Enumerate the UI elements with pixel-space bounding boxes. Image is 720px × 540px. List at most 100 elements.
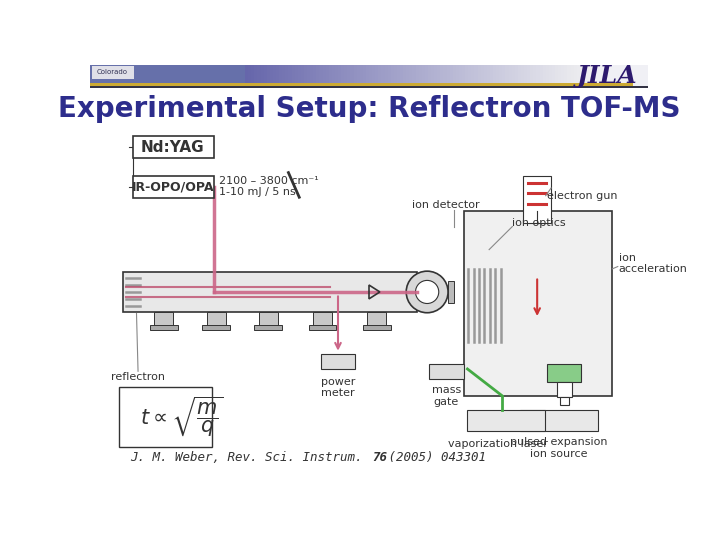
Bar bbox=[329, 65, 332, 86]
Bar bbox=[464, 211, 612, 396]
Bar bbox=[245, 65, 248, 86]
Bar bbox=[521, 65, 524, 86]
Bar bbox=[313, 65, 316, 86]
Bar bbox=[564, 65, 567, 86]
Bar bbox=[474, 65, 477, 86]
Text: vaporization laser: vaporization laser bbox=[449, 439, 549, 449]
Text: Nd:YAG: Nd:YAG bbox=[141, 140, 204, 154]
Bar bbox=[375, 65, 378, 86]
Bar bbox=[266, 65, 270, 86]
Bar bbox=[90, 83, 632, 86]
Bar bbox=[437, 65, 441, 86]
Bar bbox=[90, 86, 648, 88]
Bar bbox=[279, 65, 282, 86]
Bar bbox=[369, 65, 372, 86]
Bar bbox=[400, 65, 403, 86]
Bar bbox=[456, 65, 459, 86]
Bar bbox=[309, 325, 336, 330]
Bar bbox=[561, 65, 564, 86]
Bar bbox=[254, 325, 282, 330]
Bar bbox=[276, 65, 279, 86]
Bar bbox=[583, 65, 586, 86]
Bar bbox=[518, 65, 521, 86]
Bar bbox=[477, 65, 481, 86]
Bar bbox=[586, 65, 589, 86]
Bar bbox=[254, 65, 258, 86]
Circle shape bbox=[406, 271, 448, 313]
Bar bbox=[132, 137, 214, 158]
Bar bbox=[297, 65, 301, 86]
Bar bbox=[444, 65, 446, 86]
Bar bbox=[593, 65, 595, 86]
Bar bbox=[524, 65, 527, 86]
Bar bbox=[558, 65, 561, 86]
Bar bbox=[549, 65, 552, 86]
Bar bbox=[202, 325, 230, 330]
Bar bbox=[481, 65, 484, 86]
Bar bbox=[589, 65, 593, 86]
Text: IR-OPO/OPA: IR-OPO/OPA bbox=[132, 181, 214, 194]
Bar bbox=[520, 410, 598, 431]
Text: power
meter: power meter bbox=[321, 377, 355, 399]
Bar bbox=[503, 65, 505, 86]
Bar bbox=[429, 363, 464, 379]
Bar bbox=[570, 65, 574, 86]
Bar bbox=[351, 65, 354, 86]
Bar bbox=[462, 65, 465, 86]
Bar bbox=[310, 65, 313, 86]
Bar bbox=[552, 65, 555, 86]
Bar bbox=[512, 65, 515, 86]
Bar bbox=[441, 65, 444, 86]
Bar bbox=[449, 65, 453, 86]
Bar bbox=[577, 65, 580, 86]
Bar bbox=[307, 65, 310, 86]
Bar bbox=[251, 65, 254, 86]
Bar bbox=[273, 65, 276, 86]
Bar bbox=[574, 65, 577, 86]
Bar bbox=[261, 65, 264, 86]
Text: 76: 76 bbox=[372, 451, 387, 464]
Bar bbox=[387, 65, 391, 86]
Bar bbox=[341, 65, 344, 86]
Bar bbox=[434, 65, 437, 86]
Bar bbox=[335, 65, 338, 86]
Bar bbox=[154, 312, 173, 327]
Bar bbox=[413, 65, 415, 86]
Bar bbox=[505, 65, 508, 86]
Bar bbox=[332, 65, 335, 86]
Text: (2005) 043301: (2005) 043301 bbox=[382, 451, 487, 464]
Bar bbox=[313, 312, 332, 327]
Text: 2100 – 3800 cm⁻¹: 2100 – 3800 cm⁻¹ bbox=[220, 176, 319, 186]
Text: Experimental Setup: Reflectron TOF-MS: Experimental Setup: Reflectron TOF-MS bbox=[58, 96, 680, 124]
Bar bbox=[316, 65, 320, 86]
Bar bbox=[258, 65, 261, 86]
Bar bbox=[418, 65, 422, 86]
Bar bbox=[394, 65, 397, 86]
Bar bbox=[323, 65, 325, 86]
Bar bbox=[259, 312, 277, 327]
Bar bbox=[530, 65, 534, 86]
Text: ion detector: ion detector bbox=[412, 200, 480, 210]
Text: reflectron: reflectron bbox=[111, 372, 165, 382]
Bar bbox=[559, 397, 569, 405]
Bar bbox=[384, 65, 387, 86]
Bar bbox=[367, 312, 386, 327]
Bar bbox=[304, 65, 307, 86]
Bar bbox=[360, 65, 363, 86]
Bar bbox=[557, 382, 572, 397]
Bar bbox=[391, 65, 394, 86]
Bar bbox=[431, 65, 434, 86]
Bar bbox=[301, 65, 304, 86]
Text: Colorado: Colorado bbox=[97, 70, 128, 76]
Bar bbox=[543, 65, 546, 86]
Bar bbox=[347, 65, 351, 86]
Bar bbox=[546, 65, 549, 86]
Bar bbox=[289, 65, 292, 86]
Bar bbox=[356, 65, 360, 86]
Text: pulsed expansion
ion source: pulsed expansion ion source bbox=[510, 437, 608, 459]
Bar bbox=[282, 65, 285, 86]
Bar bbox=[294, 65, 297, 86]
Bar bbox=[406, 65, 409, 86]
Bar bbox=[523, 177, 551, 222]
Bar bbox=[515, 65, 518, 86]
